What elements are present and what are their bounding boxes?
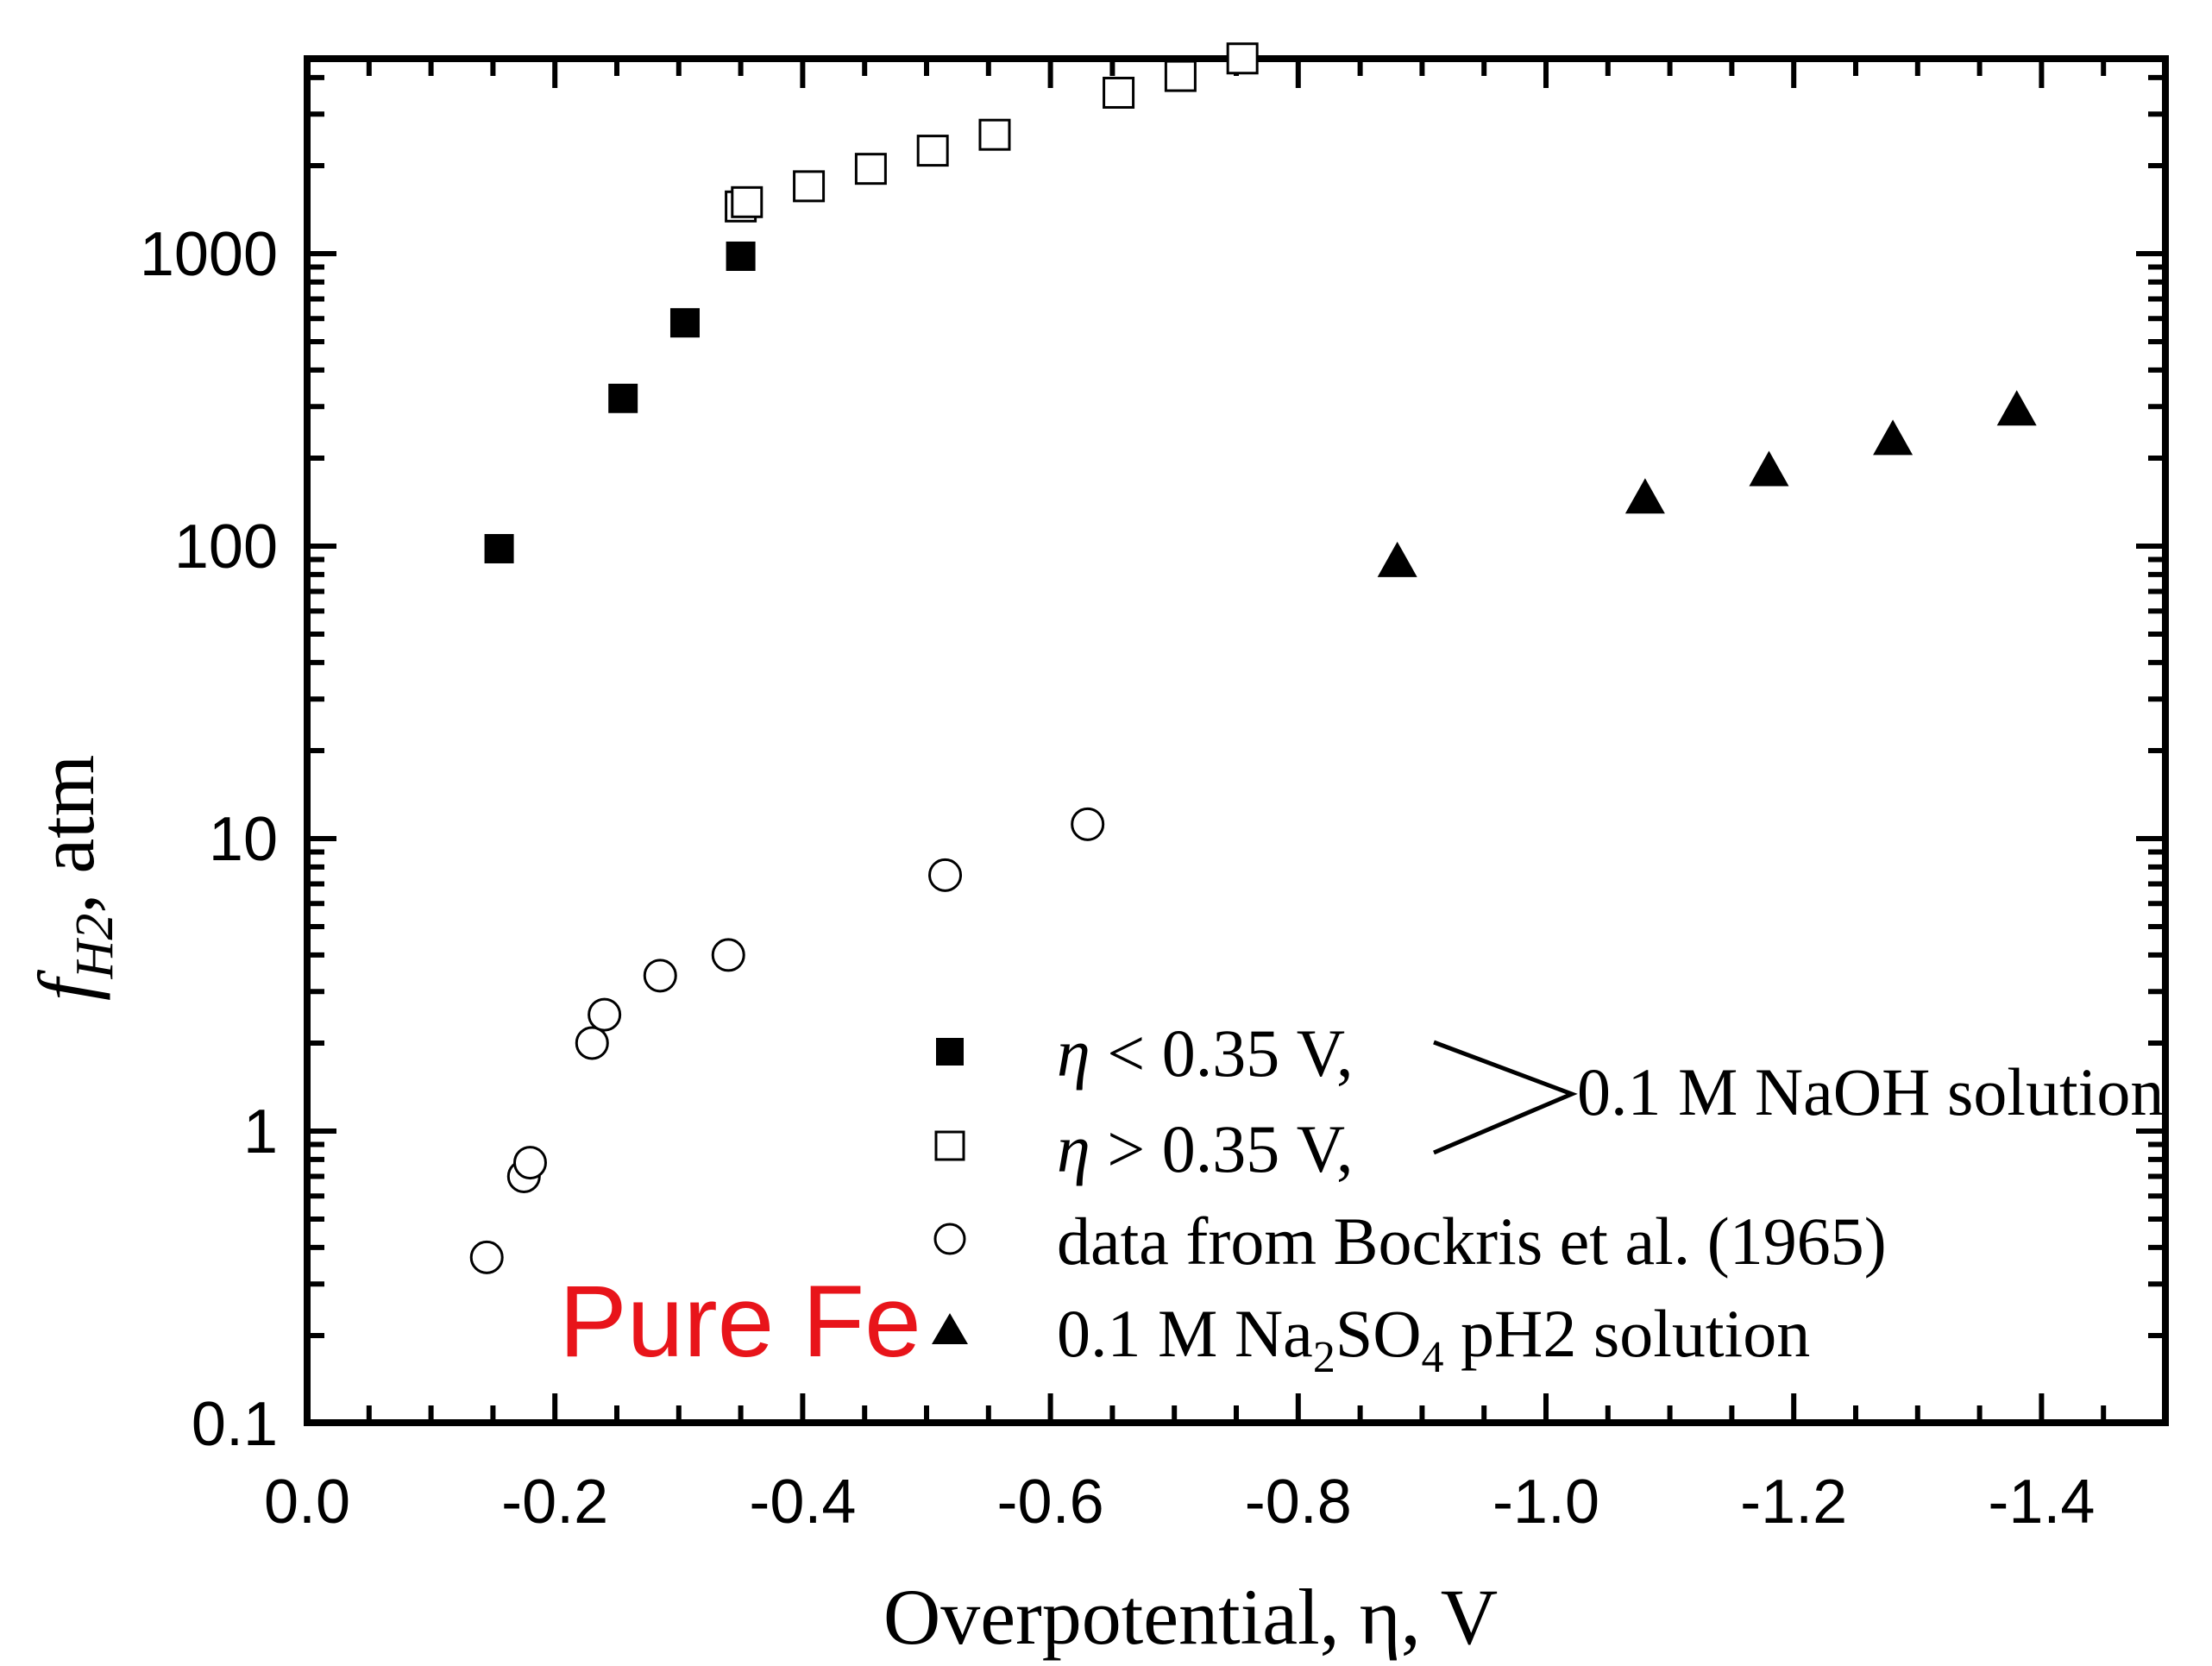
legend-marker-circle-open — [933, 1223, 966, 1255]
point-circle-open — [469, 1240, 504, 1274]
point-square-filled — [669, 308, 700, 338]
point-circle-open — [928, 858, 963, 892]
legend: η < 0.35 V, η > 0.35 V, data from Bockri… — [932, 1015, 2164, 1382]
y-tick-labels: 0.1 1 10 100 1000 — [140, 220, 278, 1459]
legend-marker-square-open — [934, 1130, 965, 1161]
point-circle-open — [575, 1026, 609, 1060]
legend-entry-4: 0.1 M Na2SO4 pH2 solution — [1057, 1296, 1810, 1382]
point-square-filled — [484, 533, 514, 563]
point-square-open — [1164, 60, 1197, 92]
x-tick-label: -0.4 — [749, 1468, 856, 1537]
legend-entry-1: η < 0.35 V, — [1057, 1015, 1353, 1091]
point-circle-open — [711, 938, 745, 972]
point-square-filled — [608, 383, 638, 413]
x-tick-label: -0.6 — [997, 1468, 1104, 1537]
y-tick-label: 100 — [174, 512, 278, 582]
y-tick-label: 0.1 — [192, 1390, 278, 1459]
point-circle-open — [512, 1146, 547, 1180]
point-square-open — [731, 185, 764, 218]
point-square-open — [978, 118, 1011, 151]
x-ticks — [305, 59, 2168, 1423]
x-tick-label: -1.2 — [1740, 1468, 1847, 1537]
x-tick-label: -1.0 — [1492, 1468, 1599, 1537]
legend-marker-square-filled — [936, 1038, 964, 1066]
x-tick-label: -0.8 — [1245, 1468, 1352, 1537]
point-triangle-filled — [1873, 419, 1914, 456]
svg-text:fH2, atm: fH2, atm — [22, 755, 124, 1001]
point-square-open — [1103, 76, 1135, 109]
y-tick-label: 1 — [243, 1097, 278, 1166]
x-axis-title: Overpotential, η, V — [883, 1573, 1498, 1661]
point-circle-open — [588, 997, 622, 1032]
point-circle-open — [1071, 807, 1105, 841]
x-tick-labels: 0.0 -0.2 -0.4 -0.6 -0.8 -1.0 -1.2 -1.4 — [264, 1468, 2095, 1537]
y-axis-title-rest: , atm — [22, 755, 110, 914]
point-triangle-filled — [1377, 541, 1417, 577]
legend-entry-2: η > 0.35 V, — [1057, 1111, 1353, 1186]
x-tick-label: 0.0 — [264, 1468, 350, 1537]
point-triangle-filled — [1624, 478, 1665, 514]
point-triangle-filled — [1749, 450, 1789, 487]
x-tick-label: -1.4 — [1988, 1468, 2095, 1537]
y-minor-ticks — [307, 74, 2165, 1338]
x-tick-label: -0.2 — [501, 1468, 608, 1537]
point-square-open — [854, 153, 887, 185]
y-tick-label: 10 — [209, 805, 278, 874]
y-axis-title-sub: H2 — [66, 914, 124, 980]
y-tick-label: 1000 — [140, 220, 278, 289]
point-square-open — [1226, 42, 1259, 75]
annotation-pure-fe: Pure Fe — [559, 1265, 921, 1379]
legend-marker-triangle-filled — [932, 1313, 968, 1344]
point-square-filled — [726, 241, 756, 271]
y-major-ticks — [307, 251, 2165, 1426]
legend-entry-3: data from Bockris et al. (1965) — [1057, 1204, 1887, 1279]
point-square-open — [793, 170, 826, 203]
legend-bracket — [1433, 1040, 1578, 1155]
data-points — [469, 42, 2037, 1274]
point-square-open — [916, 135, 949, 167]
legend-bracket-label: 0.1 M NaOH solution — [1577, 1054, 2164, 1129]
y-axis-title: fH2, atm — [22, 755, 124, 1001]
point-circle-open — [643, 959, 677, 993]
point-triangle-filled — [1996, 390, 2037, 426]
